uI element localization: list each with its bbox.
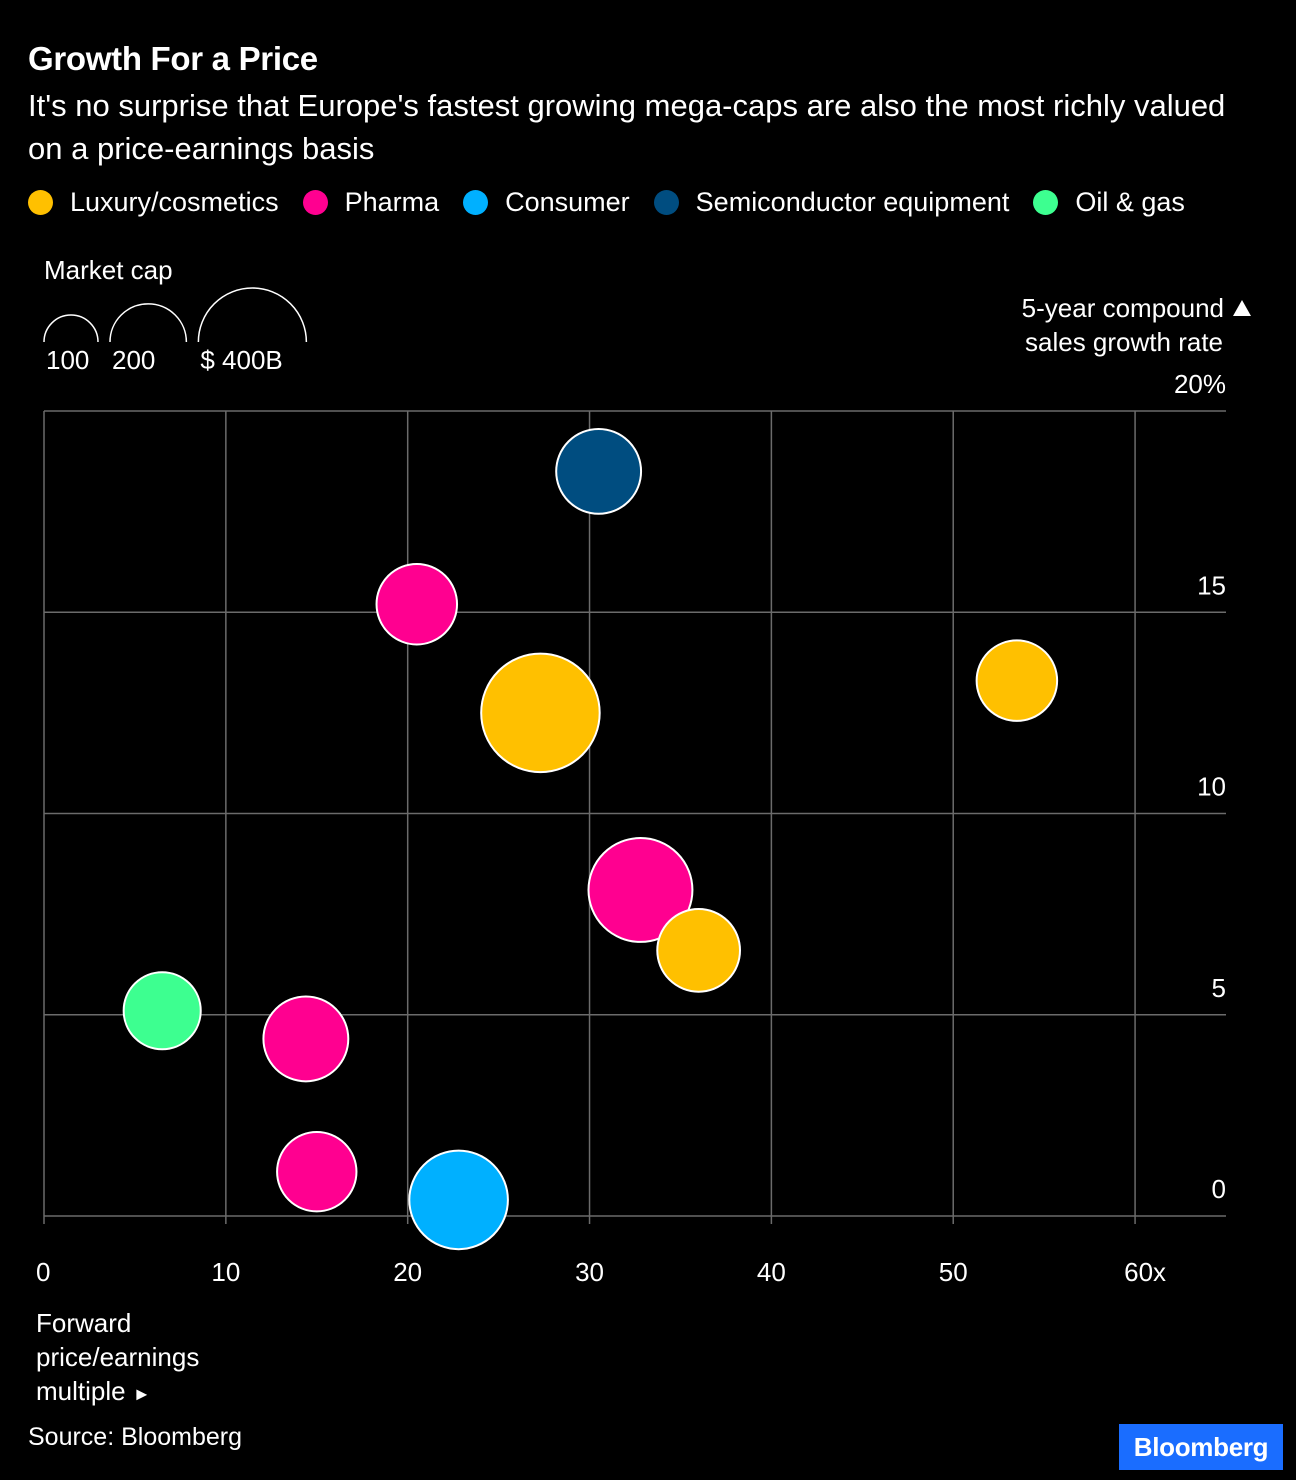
y-tick-label: 5: [1212, 973, 1226, 1003]
bubble-chart: 0 5 10 15 20% 0 10 20 30 40 50 60x 5-year compound…: [36, 255, 1251, 1287]
size-legend-label: 200: [112, 345, 155, 375]
legend-item-pharma: Pharma: [302, 186, 440, 218]
bubble-semiconductor-equipment: [555, 427, 643, 515]
bloomberg-logo: Bloomberg: [1119, 1424, 1283, 1470]
bubble-luxury-cosmetics: [480, 652, 601, 774]
chart-title: Growth For a Price: [28, 40, 318, 77]
size-legend-arc: [197, 287, 308, 343]
y-axis-ticks: 0 5 10 15 20%: [1174, 369, 1226, 1204]
legend-label-oil-gas: Oil & gas: [1075, 186, 1185, 217]
bubble-luxury-cosmetics: [975, 639, 1059, 722]
y-tick-label: 0: [1212, 1174, 1226, 1204]
legend-label-pharma: Pharma: [344, 186, 440, 217]
x-tick-label: 60x: [1124, 1257, 1166, 1287]
x-tick-label: 30: [575, 1257, 604, 1287]
x-tick-label: 20: [393, 1257, 422, 1287]
bubble-pharma: [587, 837, 694, 943]
legend-label-semiconductor: Semiconductor equipment: [695, 186, 1010, 217]
y-axis-title-line-1: 5-year compound: [1022, 293, 1224, 323]
chart-subtitle: It's no surprise that Europe's fastest g…: [28, 88, 1226, 166]
legend-dot-luxury: [28, 189, 53, 215]
y-tick-label: 15: [1197, 570, 1226, 600]
legend-item-semiconductor: Semiconductor equipment: [653, 186, 1010, 218]
x-axis-ticks: 0 10 20 30 40 50 60x: [36, 1257, 1166, 1287]
color-legend: Luxury/cosmetics Pharma Consumer Semicon…: [28, 182, 1209, 222]
size-legend-arc: [109, 303, 188, 343]
legend-dot-semiconductor: [653, 189, 679, 215]
up-triangle-icon: [1233, 300, 1251, 316]
legend-item-oil-gas: Oil & gas: [1033, 187, 1185, 218]
source-note: Source: Bloomberg: [28, 1423, 243, 1451]
x-tick-label: 10: [211, 1257, 240, 1287]
bubbles: [122, 427, 1059, 1251]
bubble-pharma: [262, 995, 350, 1083]
grid-lines: [43, 410, 1226, 1224]
y-axis-title-line-2: sales growth rate: [1025, 327, 1223, 357]
size-legend-title: Market cap: [44, 255, 173, 285]
legend-dot-consumer: [463, 189, 489, 215]
x-axis-title: Forward price/earnings multiple ►: [36, 1308, 200, 1406]
y-tick-label: 20%: [1174, 369, 1226, 399]
size-legend-arc: [43, 314, 99, 343]
x-tick-label: 40: [757, 1257, 786, 1287]
size-legend: Market cap 100 200 $ 400B: [43, 255, 308, 375]
size-legend-label: $ 400B: [200, 345, 282, 375]
bubble-consumer: [408, 1149, 509, 1251]
bubble-pharma: [276, 1131, 358, 1213]
y-tick-label: 10: [1197, 772, 1226, 802]
bubble-luxury-cosmetics: [656, 907, 741, 993]
size-legend-label: 100: [46, 345, 89, 375]
x-tick-label: 50: [939, 1257, 968, 1287]
legend-label-luxury: Luxury/cosmetics: [70, 186, 279, 217]
x-tick-label: 0: [36, 1257, 50, 1287]
legend-item-consumer: Consumer: [463, 187, 630, 218]
bubble-pharma: [375, 562, 459, 646]
legend-dot-pharma: [302, 189, 328, 215]
bubble-oil-gas: [122, 971, 202, 1051]
right-triangle-icon: ►: [132, 1384, 151, 1404]
legend-dot-oil-gas: [1033, 189, 1059, 215]
legend-label-consumer: Consumer: [505, 186, 630, 217]
legend-item-luxury: Luxury/cosmetics: [28, 187, 279, 218]
